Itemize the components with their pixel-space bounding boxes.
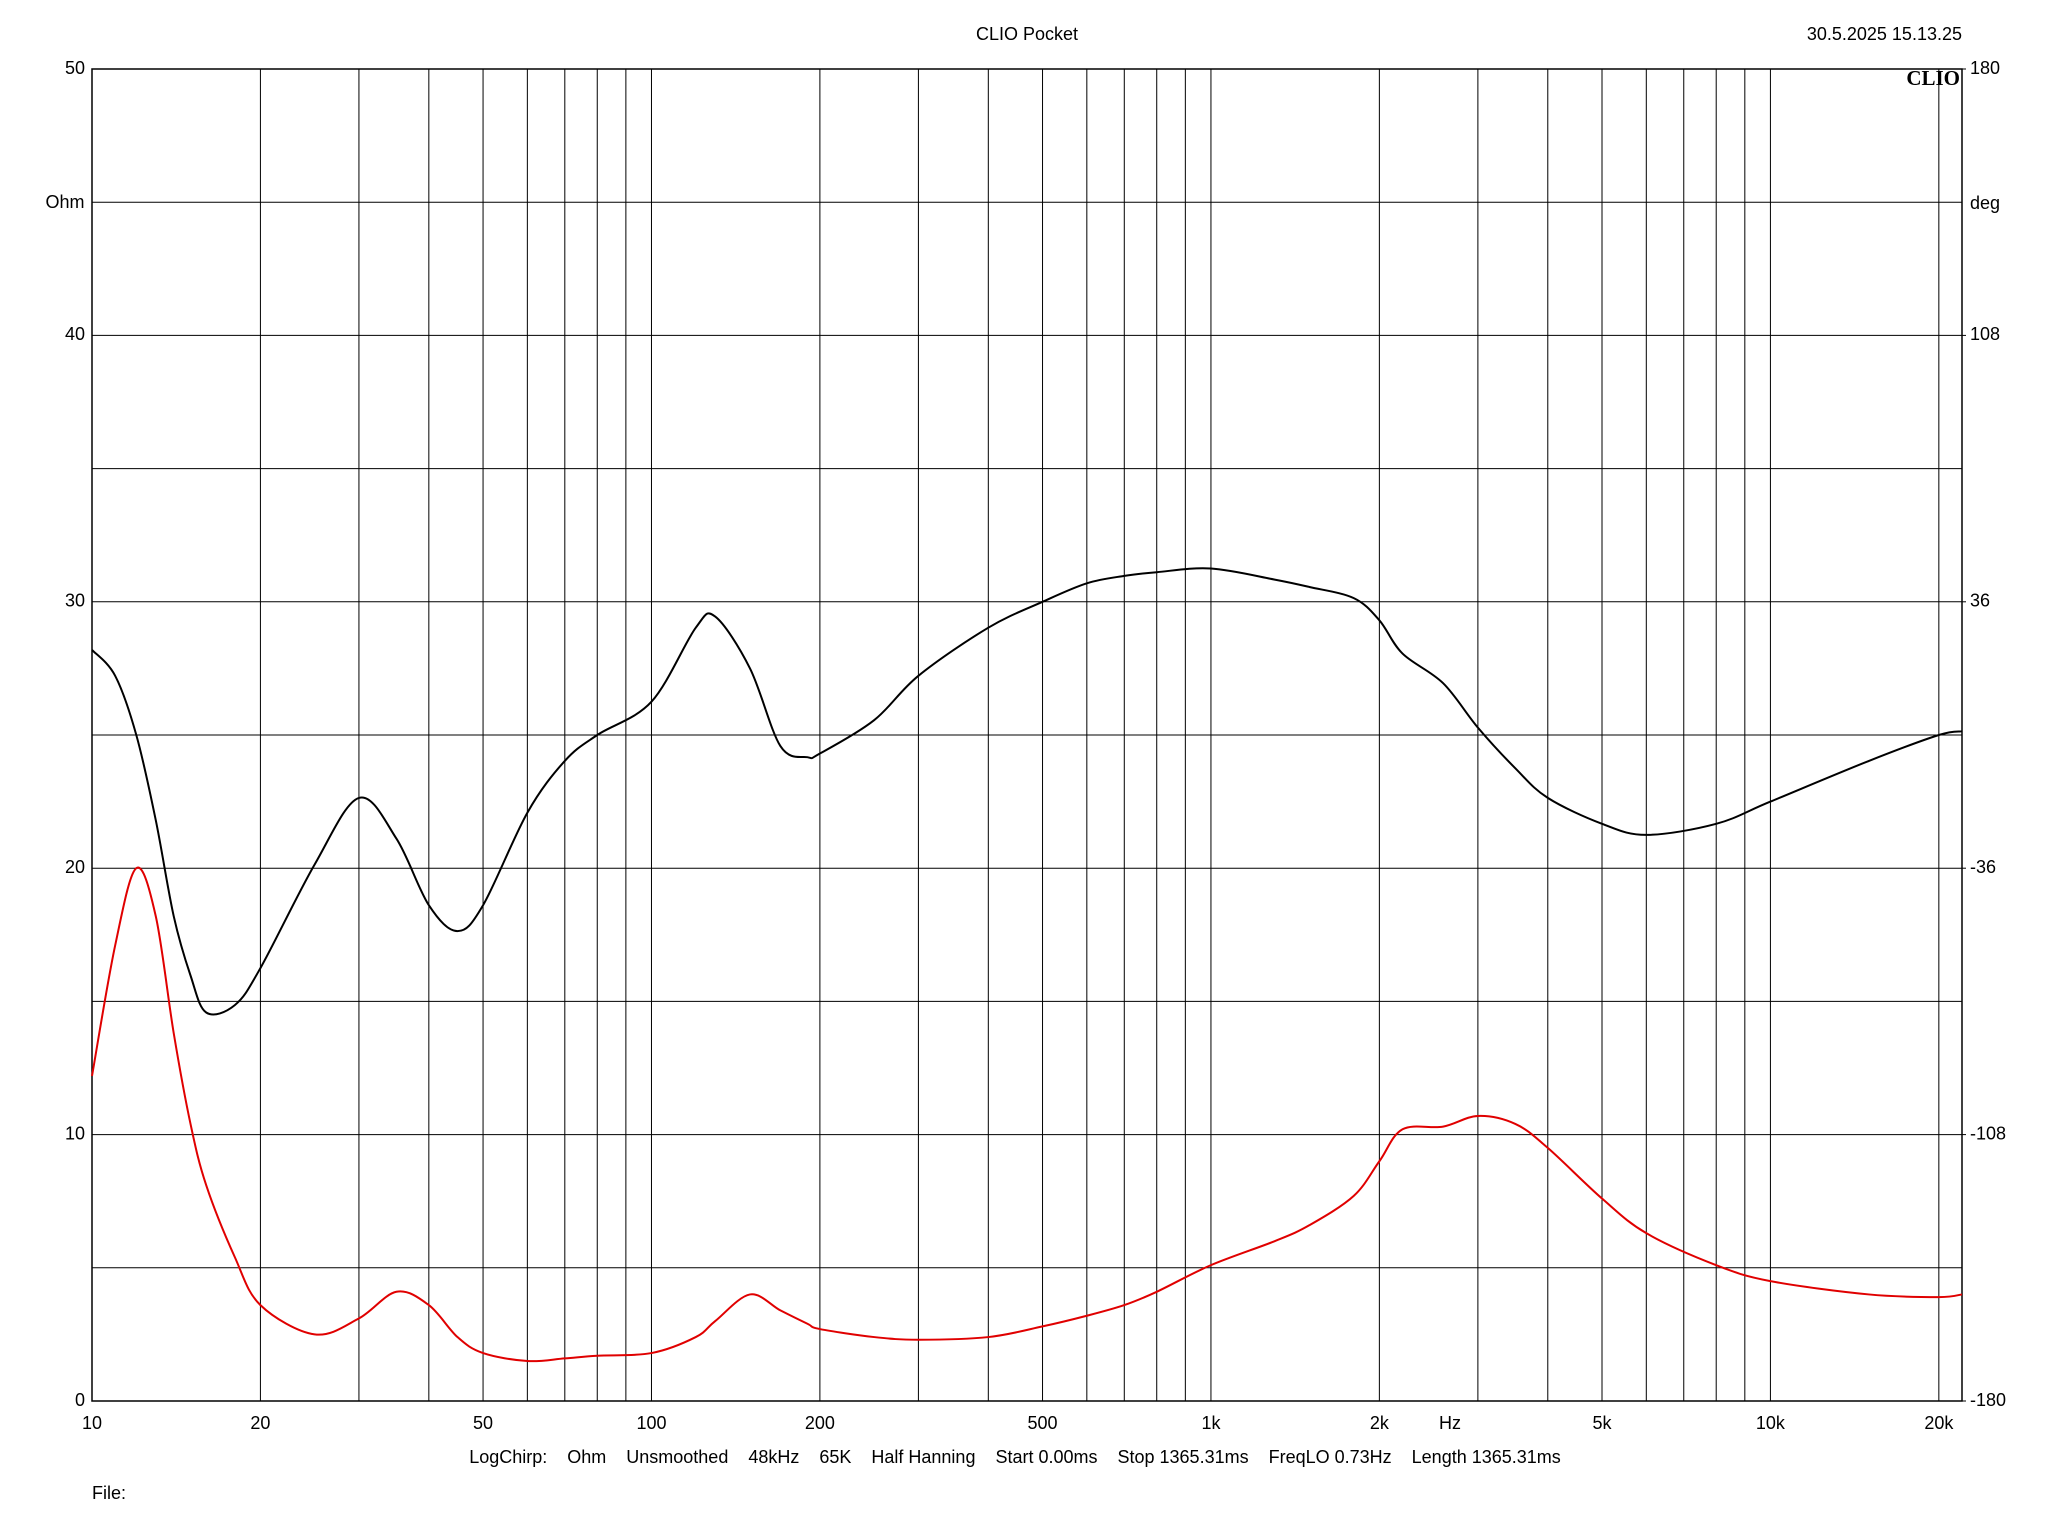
footer-item: Length 1365.31ms — [1411, 1447, 1561, 1467]
x-tick-label: 10 — [82, 1413, 102, 1433]
x-tick-label: 10k — [1756, 1413, 1786, 1433]
x-tick-label: 200 — [805, 1413, 835, 1433]
y2-tick-label: -36 — [1970, 857, 1996, 877]
plot-frame — [91, 68, 1963, 1402]
y-axis-label: Ohm — [45, 192, 84, 212]
y2-tick-label: -108 — [1970, 1123, 2006, 1143]
series-line — [91, 567, 1963, 1016]
footer-item: Ohm — [567, 1447, 607, 1467]
y-tick-label: 10 — [65, 1123, 85, 1143]
y-tick-label: 0 — [75, 1390, 85, 1410]
x-tick-label: 5k — [1592, 1413, 1612, 1433]
y2-tick-label: 180 — [1970, 58, 2000, 78]
grid — [91, 68, 1962, 1402]
footer-item: Start 0.00ms — [995, 1447, 1098, 1467]
footer-item: Half Hanning — [871, 1447, 976, 1467]
chart-title: CLIO Pocket — [976, 24, 1078, 44]
series-line — [91, 866, 1963, 1363]
footer: LogChirp: Ohm Unsmoothed 48kHz 65K Half Hanni… — [0, 1447, 2030, 1468]
x-tick-label: 1k — [1201, 1413, 1221, 1433]
x-tick-label: 20 — [250, 1413, 270, 1433]
footer-item: LogChirp: — [469, 1447, 548, 1467]
file-label: File: — [92, 1483, 126, 1503]
y2-tick-label: 108 — [1970, 324, 2000, 344]
y-tick-label: 30 — [65, 591, 85, 611]
footer-item: Stop 1365.31ms — [1117, 1447, 1249, 1467]
x-axis-label: Hz — [1439, 1413, 1461, 1433]
y2-tick-label: -180 — [1970, 1390, 2006, 1410]
y-tick-label: 20 — [65, 857, 85, 877]
footer-item: 48kHz — [748, 1447, 800, 1467]
timestamp: 30.5.2025 15.13.25 — [1807, 24, 1962, 44]
footer-item: 65K — [819, 1447, 852, 1467]
footer-item: FreqLO 0.73Hz — [1268, 1447, 1392, 1467]
x-tick-label: 50 — [473, 1413, 493, 1433]
logo: CLIO — [1906, 66, 1960, 90]
y-tick-label: 50 — [65, 58, 85, 78]
x-tick-label: 20k — [1924, 1413, 1954, 1433]
y-tick-label: 40 — [65, 324, 85, 344]
y2-tick-label: 36 — [1970, 591, 1990, 611]
x-tick-label: 100 — [636, 1413, 666, 1433]
x-tick-label: 2k — [1370, 1413, 1390, 1433]
footer-item: Unsmoothed — [626, 1447, 729, 1467]
x-tick-label: 500 — [1028, 1413, 1058, 1433]
y2-axis-label: deg — [1970, 193, 2000, 213]
